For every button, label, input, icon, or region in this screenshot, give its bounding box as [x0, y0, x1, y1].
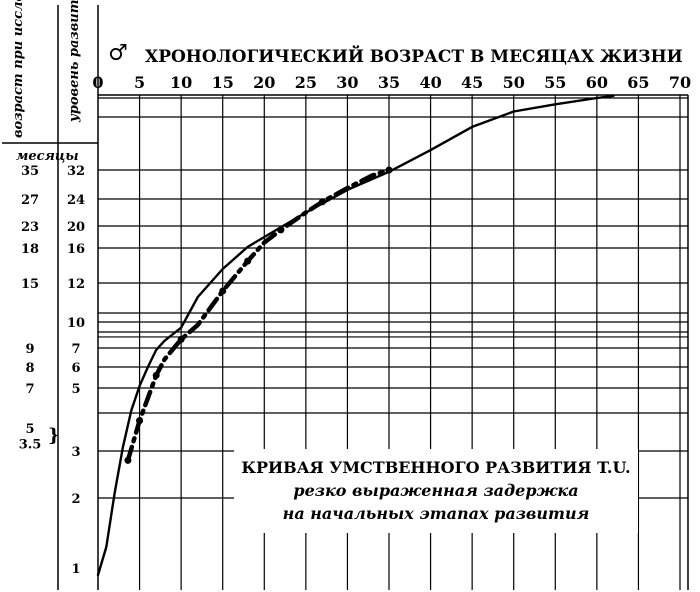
- x-tick-label: 55: [544, 73, 566, 92]
- level-tick-label: 32: [67, 164, 85, 179]
- age-tick-label: 15: [21, 277, 39, 292]
- level-tick-label: 6: [71, 361, 80, 376]
- annotation-background: [234, 449, 638, 533]
- x-tick-label: 35: [378, 73, 400, 92]
- data-point: [277, 226, 285, 234]
- age-tick-label: 18: [21, 242, 39, 257]
- x-tick-label: 50: [503, 73, 525, 92]
- header-dev-level: уровень развития: [67, 0, 82, 123]
- header-age-at-exam: возраст при исследовании: [11, 0, 26, 138]
- level-tick-label: 16: [67, 242, 85, 257]
- level-tick-label: 10: [67, 316, 85, 331]
- age-tick-label: 8: [25, 361, 34, 376]
- x-tick-label: 65: [627, 73, 649, 92]
- level-tick-label: 1: [71, 562, 80, 577]
- level-tick-label: 3: [71, 445, 80, 460]
- header-months: месяцы: [16, 149, 79, 164]
- data-point: [318, 198, 326, 206]
- age-tick-label: 3.5: [19, 437, 42, 452]
- age-tick-label: 35: [21, 164, 39, 179]
- data-point: [219, 287, 227, 295]
- x-tick-label: 5: [134, 73, 145, 92]
- data-point: [136, 417, 144, 425]
- level-tick-label: 20: [67, 220, 85, 235]
- x-tick-label: 20: [253, 73, 275, 92]
- age-tick-label: 9: [25, 342, 34, 357]
- age-tick-labels: 35 27 23 18 15 9 8 7 53.5: [19, 164, 42, 452]
- x-tick-label: 0: [92, 73, 103, 92]
- data-point: [177, 335, 185, 343]
- patient-development-curve: [125, 167, 392, 463]
- left-header: возраст при исследовании уровень развити…: [11, 0, 82, 164]
- x-tick-label: 60: [586, 73, 608, 92]
- age-tick-label: 27: [21, 193, 39, 208]
- x-tick-label: 70: [669, 73, 691, 92]
- data-point: [244, 257, 252, 265]
- level-tick-label: 7: [71, 342, 80, 357]
- x-tick-label: 15: [212, 73, 234, 92]
- age-tick-label: 23: [21, 220, 39, 235]
- x-tick-label: 25: [295, 73, 317, 92]
- x-tick-labels: 0 5 10 15 20 25 30 35 40 45 50 55 60 65 70: [92, 73, 691, 92]
- data-point: [124, 456, 132, 464]
- data-point: [152, 371, 160, 379]
- annotation-line-3: на начальных этапах развития: [283, 504, 590, 523]
- age-tick-label: 5: [25, 422, 34, 437]
- x-tick-label: 45: [461, 73, 483, 92]
- age-tick-label: 7: [25, 382, 34, 397]
- annotation-line-2: резко выраженная задержка: [293, 481, 578, 500]
- level-tick-label: 2: [71, 492, 80, 507]
- x-tick-label: 30: [336, 73, 358, 92]
- level-tick-label: 5: [71, 382, 80, 397]
- normal-development-curve: [96, 94, 615, 577]
- level-tick-label: 12: [67, 277, 85, 292]
- brace: }: [48, 425, 60, 446]
- x-tick-label: 40: [419, 73, 441, 92]
- chart-title: ХРОНОЛОГИЧЕСКИЙ ВОЗРАСТ В МЕСЯЦАХ ЖИЗНИ: [145, 45, 683, 67]
- sex-symbol: ♂: [108, 40, 128, 66]
- x-tick-label: 10: [170, 73, 192, 92]
- level-tick-label: 24: [67, 193, 85, 208]
- data-point: [385, 166, 393, 174]
- plot-area: [96, 94, 615, 577]
- annotation-title: КРИВАЯ УМСТВЕННОГО РАЗВИТИЯ T.U.: [241, 458, 630, 477]
